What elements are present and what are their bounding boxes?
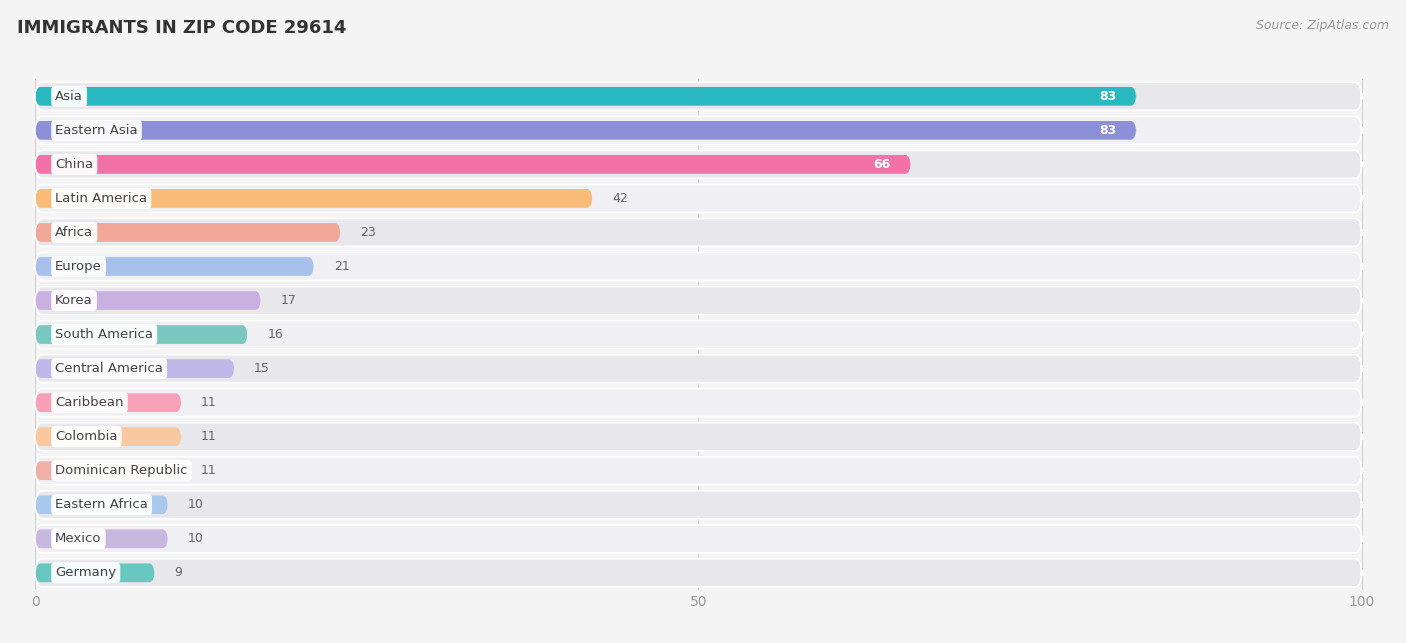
FancyBboxPatch shape <box>35 223 340 242</box>
FancyBboxPatch shape <box>35 155 911 174</box>
Text: China: China <box>55 158 93 171</box>
FancyBboxPatch shape <box>35 321 1361 349</box>
Text: 16: 16 <box>267 328 283 341</box>
Text: 15: 15 <box>254 362 270 375</box>
Text: 42: 42 <box>612 192 628 205</box>
FancyBboxPatch shape <box>35 219 1361 246</box>
Text: Central America: Central America <box>55 362 163 375</box>
Text: 11: 11 <box>201 430 217 443</box>
FancyBboxPatch shape <box>35 388 1361 417</box>
FancyBboxPatch shape <box>35 121 1136 140</box>
Text: 66: 66 <box>873 158 891 171</box>
FancyBboxPatch shape <box>35 253 1361 280</box>
FancyBboxPatch shape <box>35 189 592 208</box>
FancyBboxPatch shape <box>35 116 1361 144</box>
FancyBboxPatch shape <box>35 457 1361 485</box>
FancyBboxPatch shape <box>35 462 181 480</box>
Text: Germany: Germany <box>55 566 117 579</box>
Text: 23: 23 <box>360 226 375 239</box>
FancyBboxPatch shape <box>35 291 260 310</box>
Text: Mexico: Mexico <box>55 532 101 545</box>
Text: 11: 11 <box>201 464 217 477</box>
FancyBboxPatch shape <box>35 287 1361 314</box>
Text: 83: 83 <box>1099 90 1116 103</box>
FancyBboxPatch shape <box>35 525 1361 553</box>
FancyBboxPatch shape <box>35 359 235 378</box>
Text: Colombia: Colombia <box>55 430 118 443</box>
FancyBboxPatch shape <box>35 491 1361 519</box>
Text: 10: 10 <box>188 532 204 545</box>
FancyBboxPatch shape <box>35 325 247 344</box>
FancyBboxPatch shape <box>35 529 167 548</box>
FancyBboxPatch shape <box>35 150 1361 178</box>
FancyBboxPatch shape <box>35 87 1136 105</box>
FancyBboxPatch shape <box>35 559 1361 587</box>
Text: Caribbean: Caribbean <box>55 396 124 409</box>
Text: 21: 21 <box>333 260 350 273</box>
Text: Asia: Asia <box>55 90 83 103</box>
Text: Eastern Asia: Eastern Asia <box>55 124 138 137</box>
FancyBboxPatch shape <box>35 495 167 514</box>
Text: Latin America: Latin America <box>55 192 148 205</box>
FancyBboxPatch shape <box>35 82 1361 110</box>
Text: 11: 11 <box>201 396 217 409</box>
Text: 17: 17 <box>281 294 297 307</box>
FancyBboxPatch shape <box>35 394 181 412</box>
FancyBboxPatch shape <box>35 422 1361 451</box>
Text: IMMIGRANTS IN ZIP CODE 29614: IMMIGRANTS IN ZIP CODE 29614 <box>17 19 346 37</box>
FancyBboxPatch shape <box>35 355 1361 383</box>
Text: Europe: Europe <box>55 260 103 273</box>
Text: 9: 9 <box>174 566 183 579</box>
Text: Source: ZipAtlas.com: Source: ZipAtlas.com <box>1256 19 1389 32</box>
FancyBboxPatch shape <box>35 563 155 582</box>
Text: Eastern Africa: Eastern Africa <box>55 498 148 511</box>
Text: South America: South America <box>55 328 153 341</box>
Text: Africa: Africa <box>55 226 93 239</box>
FancyBboxPatch shape <box>35 257 314 276</box>
Text: Korea: Korea <box>55 294 93 307</box>
Text: 10: 10 <box>188 498 204 511</box>
FancyBboxPatch shape <box>35 428 181 446</box>
FancyBboxPatch shape <box>35 185 1361 212</box>
Text: Dominican Republic: Dominican Republic <box>55 464 187 477</box>
Text: 83: 83 <box>1099 124 1116 137</box>
